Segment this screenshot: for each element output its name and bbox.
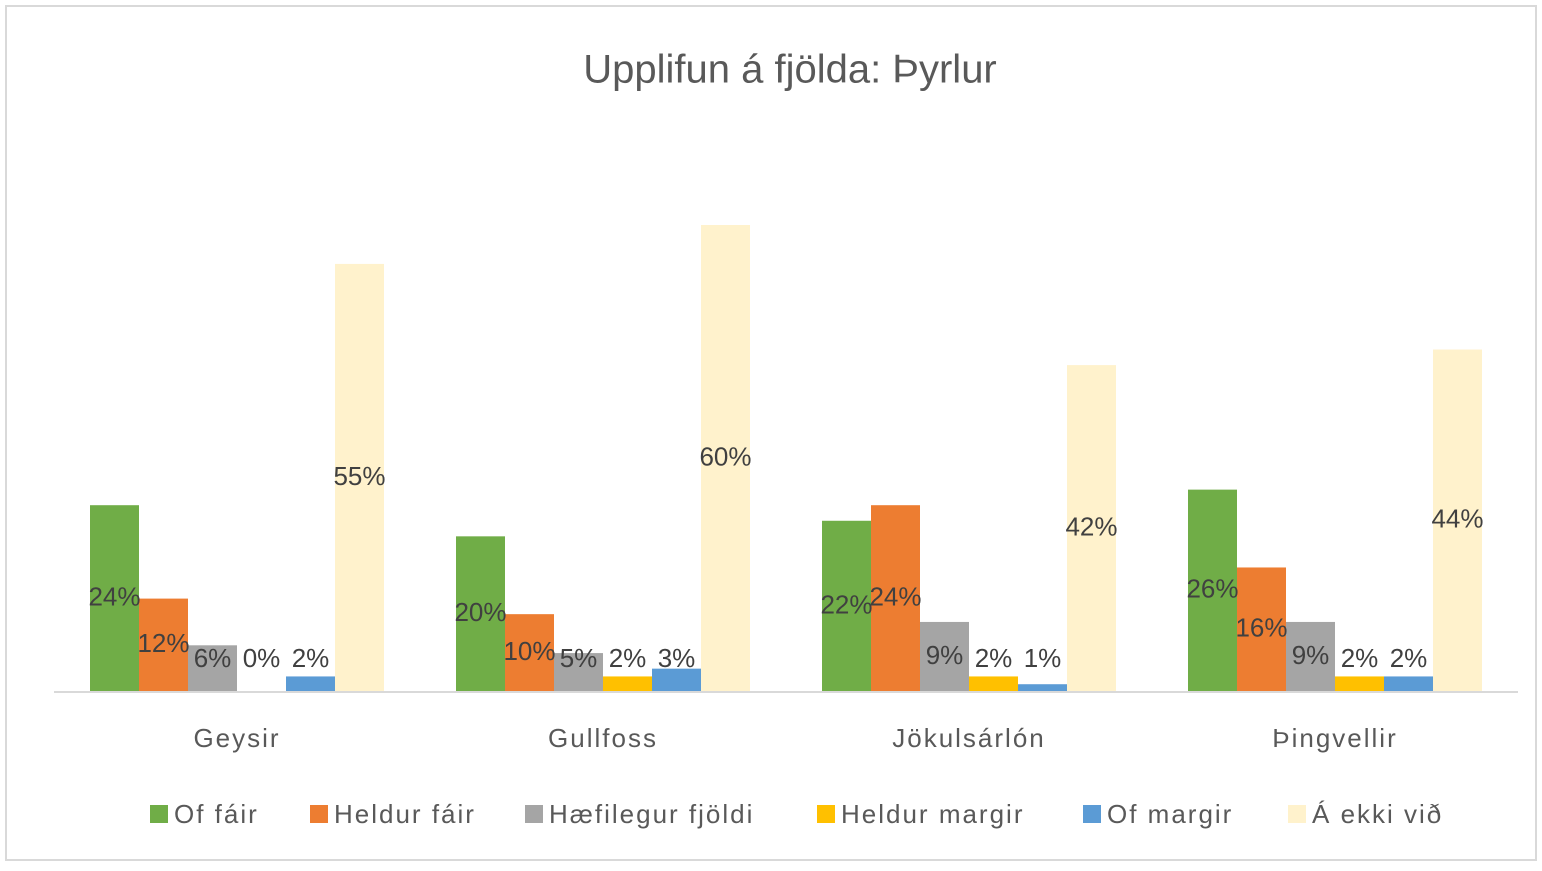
data-label: 26% <box>1186 574 1238 604</box>
x-tick-label: Jökulsárlón <box>892 723 1046 753</box>
bar <box>90 505 139 692</box>
legend-label: Of margir <box>1107 799 1233 829</box>
bar <box>1018 684 1067 692</box>
legend-label: Hæfilegur fjöldi <box>549 799 754 829</box>
legend-swatch <box>817 805 835 823</box>
data-label: 2% <box>1341 643 1379 673</box>
bar <box>1335 676 1384 692</box>
data-label: 20% <box>454 597 506 627</box>
data-label: 9% <box>1292 640 1330 670</box>
bar <box>1384 676 1433 692</box>
data-label: 0% <box>243 643 281 673</box>
bar <box>1188 489 1237 692</box>
chart-border <box>5 5 1537 861</box>
legend-swatch <box>150 805 168 823</box>
data-label: 2% <box>292 643 330 673</box>
data-label: 10% <box>503 636 555 666</box>
data-label: 42% <box>1065 511 1117 541</box>
bar <box>969 676 1018 692</box>
bar <box>920 621 969 692</box>
bar <box>139 598 188 692</box>
x-tick-label: Gullfoss <box>548 723 658 753</box>
data-label: 5% <box>560 643 598 673</box>
data-label: 12% <box>137 628 189 658</box>
legend-swatch <box>310 805 328 823</box>
bar <box>335 263 384 692</box>
x-tick-label: Þingvellir <box>1272 723 1398 753</box>
legend-label: Á ekki við <box>1312 799 1443 829</box>
data-label: 3% <box>658 643 696 673</box>
legend-label: Heldur fáir <box>334 799 476 829</box>
data-label: 2% <box>1390 643 1428 673</box>
bar <box>1067 365 1116 692</box>
bar <box>603 676 652 692</box>
data-label: 44% <box>1431 504 1483 534</box>
bar <box>1237 567 1286 692</box>
x-tick-label: Geysir <box>193 723 280 753</box>
data-label: 24% <box>869 581 921 611</box>
legend-swatch <box>525 805 543 823</box>
data-label: 55% <box>333 461 385 491</box>
legend-label: Heldur margir <box>841 799 1025 829</box>
data-label: 1% <box>1024 643 1062 673</box>
chart-title: Upplifun á fjölda: Þyrlur <box>583 48 997 92</box>
bar <box>822 520 871 692</box>
bar <box>188 645 237 692</box>
bar <box>652 668 701 692</box>
legend-swatch <box>1288 805 1306 823</box>
data-label: 6% <box>194 643 232 673</box>
bar <box>871 505 920 692</box>
bar <box>505 614 554 692</box>
bar <box>1286 621 1335 692</box>
bar <box>286 676 335 692</box>
data-label: 16% <box>1235 613 1287 643</box>
bar <box>456 536 505 692</box>
data-label: 22% <box>820 589 872 619</box>
data-label: 60% <box>699 441 751 471</box>
bar <box>701 225 750 692</box>
data-label: 9% <box>926 640 964 670</box>
data-label: 2% <box>609 643 647 673</box>
legend-label: Of fáir <box>174 799 259 829</box>
data-label: 2% <box>975 643 1013 673</box>
bar <box>1433 349 1482 692</box>
data-label: 24% <box>88 581 140 611</box>
legend-swatch <box>1083 805 1101 823</box>
bar <box>554 653 603 692</box>
